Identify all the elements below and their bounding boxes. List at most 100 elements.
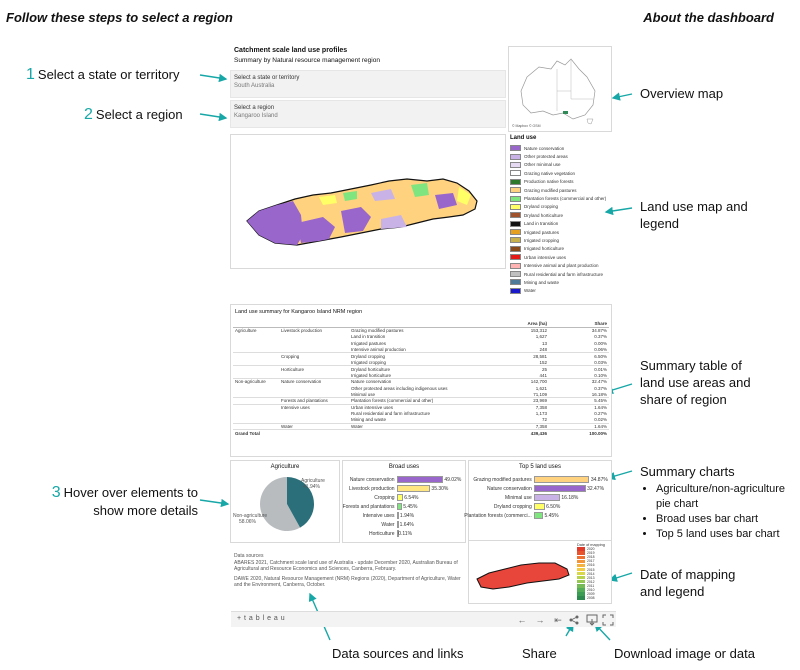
table-cell-c1: Non-agriculture xyxy=(233,377,279,385)
bar-row[interactable]: Dryland cropping 6.50% xyxy=(471,502,609,511)
bar[interactable] xyxy=(534,512,544,519)
bar-row[interactable]: Grazing modified pastures 34.87% xyxy=(471,475,609,484)
redo-icon[interactable]: → xyxy=(535,615,545,625)
bar-row[interactable]: Cropping 6.54% xyxy=(345,493,463,502)
summary-table[interactable]: Land use summary for Kangaroo Island NRM… xyxy=(230,304,612,457)
legend-item[interactable]: Grazing modified pastures xyxy=(510,186,610,194)
legend-item[interactable]: Other protected areas xyxy=(510,152,610,160)
legend-item[interactable]: Mining and waste xyxy=(510,278,610,286)
date-legend-item[interactable]: 2008 xyxy=(577,596,611,600)
share-header: Share xyxy=(549,321,609,328)
top5-title: Top 5 land uses xyxy=(518,464,562,470)
bar[interactable] xyxy=(396,494,404,501)
land-use-legend: Land use Nature conservation Other protec… xyxy=(510,135,610,295)
legend-item[interactable]: Irrigated cropping xyxy=(510,236,610,244)
table-row[interactable]: Irrigated horticulture 441 0.10% xyxy=(233,372,609,378)
bar-row[interactable]: Nature conservation 49.02% xyxy=(345,475,463,484)
date-legend-item[interactable]: 2017 xyxy=(577,559,611,563)
date-legend-item[interactable]: 2018 xyxy=(577,555,611,559)
table-row[interactable]: Mining and waste 72 0.02% xyxy=(233,417,609,423)
bar-row[interactable]: Intensive uses 1.94% xyxy=(345,511,463,520)
legend-item[interactable]: Plantation forests (commercial and other… xyxy=(510,194,610,202)
bar[interactable] xyxy=(396,512,399,519)
date-legend-swatch xyxy=(577,547,585,551)
legend-item[interactable]: Land in transition xyxy=(510,220,610,228)
bar-row[interactable]: Water 1.64% xyxy=(345,520,463,529)
legend-swatch xyxy=(510,229,521,236)
date-legend-item[interactable]: 2009 xyxy=(577,592,611,596)
date-legend-item[interactable]: 2010 xyxy=(577,588,611,592)
region-selector[interactable]: Select a region Kangaroo Island xyxy=(230,100,506,128)
bar[interactable] xyxy=(396,521,399,528)
broad-uses-chart[interactable]: Broad uses Nature conservation 49.02% Live… xyxy=(342,460,466,543)
dashboard-title: Catchment scale land use profiles xyxy=(234,47,348,54)
bar[interactable] xyxy=(534,494,560,501)
top5-land-uses-chart[interactable]: Top 5 land uses Grazing modified pasture… xyxy=(464,460,612,543)
legend-item[interactable]: Irrigated pastures xyxy=(510,228,610,236)
table-row[interactable]: Water Water 7,358 1.64% xyxy=(233,422,609,430)
data-source-abares[interactable]: ABARES 2021, Catchment scale land use of… xyxy=(234,560,458,572)
legend-item[interactable]: Dryland horticulture xyxy=(510,211,610,219)
table-row[interactable]: Agriculture Livestock production Grazing m… xyxy=(233,326,609,334)
undo-icon[interactable]: ← xyxy=(517,615,527,625)
download-icon[interactable] xyxy=(586,614,598,626)
bar[interactable] xyxy=(396,485,431,492)
table-row[interactable]: Forests and plantations Plantation forest… xyxy=(233,397,609,405)
bar[interactable] xyxy=(534,485,586,492)
date-legend-item[interactable]: 2015 xyxy=(577,567,611,572)
revert-icon[interactable]: ⇤ xyxy=(554,615,562,625)
table-row[interactable]: Land in transition 1,627 0.37% xyxy=(233,334,609,340)
legend-item[interactable]: Production native forests xyxy=(510,178,610,186)
bar-row[interactable]: Plantation forests (commerci... 5.45% xyxy=(464,511,609,520)
bar[interactable] xyxy=(396,476,444,483)
bar-row[interactable]: Minimal use 16.18% xyxy=(471,493,609,502)
date-legend-item[interactable]: 2011 xyxy=(577,584,611,588)
date-legend-item[interactable]: 2020 xyxy=(577,547,611,551)
legend-item[interactable]: Urban intensive uses xyxy=(510,253,610,261)
overview-map-credit: © Mapbox © OSM xyxy=(512,124,541,128)
bar[interactable] xyxy=(396,530,399,537)
table-row[interactable]: Non-agriculture Nature conservation Nature… xyxy=(233,377,609,385)
legend-item[interactable]: Intensive animal and plant production xyxy=(510,261,610,269)
table-row[interactable]: Minimal use 71,109 16.18% xyxy=(233,391,609,397)
date-legend-item[interactable]: 2016 xyxy=(577,563,611,567)
agriculture-pie-chart[interactable]: Agriculture Agriculture 41.94% Non-agric… xyxy=(230,460,340,543)
date-of-mapping-map[interactable]: Date of mapping 2020 2019 2018 2017 2016 2015… xyxy=(468,540,612,604)
date-legend-item[interactable]: 2019 xyxy=(577,551,611,555)
legend-item[interactable]: Grazing native vegetation xyxy=(510,169,610,177)
table-row[interactable]: Other protected areas including indigeno… xyxy=(233,385,609,391)
legend-item[interactable]: Other minimal use xyxy=(510,161,610,169)
bar-row[interactable]: Livestock production 35.30% xyxy=(345,484,463,493)
table-row[interactable]: Intensive animal production 248 0.06% xyxy=(233,347,609,353)
table-row[interactable]: Irrigated cropping 152 0.03% xyxy=(233,359,609,365)
fullscreen-icon[interactable] xyxy=(602,614,614,626)
table-row[interactable]: Irrigated pastures 13 0.00% xyxy=(233,340,609,346)
state-selector-value: South Australia xyxy=(234,83,275,89)
land-use-map[interactable] xyxy=(230,134,506,269)
bar[interactable] xyxy=(534,476,590,483)
table-row[interactable]: Horticulture Dryland horticulture 25 0.01% xyxy=(233,365,609,373)
legend-item[interactable]: Water xyxy=(510,287,610,295)
table-row[interactable]: Intensive uses Urban intensive uses 7,358 1… xyxy=(233,403,609,411)
overview-map[interactable]: © Mapbox © OSM xyxy=(508,46,612,132)
legend-item[interactable]: Rural residential and farm infrastructur… xyxy=(510,270,610,278)
bar[interactable] xyxy=(534,503,545,510)
date-legend-item[interactable]: 2014 xyxy=(577,572,611,576)
legend-item[interactable]: Nature conservation xyxy=(510,144,610,152)
date-legend-item[interactable]: 2012 xyxy=(577,580,611,584)
bar-row[interactable]: Nature conservation 32.47% xyxy=(471,484,609,493)
pie-slice-agriculture[interactable] xyxy=(287,477,314,528)
date-legend-item[interactable]: 2013 xyxy=(577,576,611,580)
bar-row[interactable]: Forests and plantations 5.45% xyxy=(343,502,463,511)
bar[interactable] xyxy=(396,503,403,510)
table-row[interactable]: Rural residential and farm infrastructur… xyxy=(233,410,609,416)
state-selector[interactable]: Select a state or territory South Austra… xyxy=(230,70,506,98)
share-icon[interactable] xyxy=(568,614,580,626)
pie-slice-non-agriculture[interactable] xyxy=(260,477,301,531)
bar-row[interactable]: Horticulture 0.11% xyxy=(345,529,463,538)
table-row[interactable]: Cropping Dryland cropping 28,581 6.50% xyxy=(233,352,609,360)
legend-swatch xyxy=(510,170,521,177)
legend-item[interactable]: Irrigated horticulture xyxy=(510,245,610,253)
data-source-dawe[interactable]: DAWE 2020, Natural Resource Management (… xyxy=(234,576,461,588)
legend-item[interactable]: Dryland cropping xyxy=(510,203,610,211)
